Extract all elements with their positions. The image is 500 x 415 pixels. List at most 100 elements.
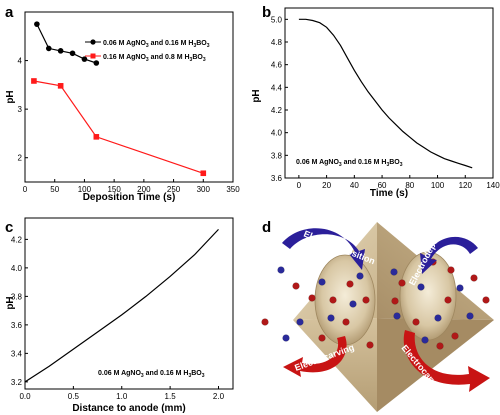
blue-ion-dot: [393, 312, 401, 320]
red-ion-dot: [391, 297, 399, 305]
x-tick-label: 100: [431, 181, 445, 190]
panel-c-y-ticks: 3.2 3.4 3.6 3.8 4.0 4.2: [11, 235, 28, 387]
panel-c: c 0.0 0.5 1.0 1.5 2.0 3.2 3.4 3.6 3.8 4.0 4.2 Dis…: [5, 217, 234, 414]
legend-marker-red: [90, 53, 96, 59]
x-tick-label: 100: [78, 185, 92, 194]
y-tick-label: 3.6: [271, 174, 283, 183]
blue-ion-dot: [282, 334, 290, 342]
x-tick-label: 150: [107, 185, 121, 194]
panel-b-xlabel: Time (s): [370, 188, 408, 199]
panel-c-letter: c: [5, 219, 13, 236]
red-ion-dot: [342, 318, 350, 326]
blue-ion-dot: [456, 284, 464, 292]
panel-a-series: [31, 21, 207, 177]
panel-c-series: [24, 228, 219, 383]
red-ion-dot: [398, 279, 406, 287]
panel-c-ylabel: pH: [5, 296, 16, 309]
y-tick-label: 4.2: [271, 106, 283, 115]
data-point: [69, 50, 76, 57]
ion-dots: [261, 258, 490, 350]
blue-ion-dot: [434, 314, 442, 322]
y-tick-label: 4: [18, 57, 23, 66]
y-tick-label: 4.0: [271, 129, 283, 138]
y-tick-label: 4.0: [11, 264, 23, 273]
x-tick-label: 50: [50, 185, 59, 194]
series-line-0: [36, 23, 97, 64]
blue-ion-dot: [296, 318, 304, 326]
legend-marker-black: [90, 39, 96, 45]
x-tick-label: 140: [486, 181, 500, 190]
x-tick-label: 350: [226, 185, 240, 194]
red-ion-dot: [362, 296, 370, 304]
red-ion-dot: [261, 318, 269, 326]
red-ion-dot: [292, 282, 300, 290]
x-tick-label: 250: [167, 185, 181, 194]
x-tick-label: 2.0: [213, 392, 225, 401]
x-tick-label: 0: [297, 181, 302, 190]
data-point: [34, 21, 40, 27]
red-ion-dot: [451, 332, 459, 340]
x-tick-label: 40: [350, 181, 359, 190]
y-tick-label: 4.8: [271, 38, 283, 47]
y-tick-label: 4.4: [271, 83, 283, 92]
panel-a-xlabel: Deposition Time (s): [83, 192, 176, 203]
blue-ion-dot: [390, 268, 398, 276]
data-point: [200, 170, 207, 177]
blue-ion-dot: [417, 283, 425, 291]
y-tick-label: 4.2: [11, 235, 23, 244]
red-ion-dot: [308, 294, 316, 302]
panel-c-x-ticks: 0.0 0.5 1.0 1.5 2.0: [19, 386, 225, 401]
panel-b-ylabel: pH: [251, 89, 262, 102]
y-tick-label: 3.6: [11, 321, 23, 330]
panel-a: a 0 50 100 150 200 250 300 350 2 3 4 Deposition T…: [5, 4, 240, 203]
panel-d: d: [261, 215, 494, 412]
red-ion-dot: [346, 280, 354, 288]
red-ion-dot: [470, 274, 478, 282]
series-line-0: [24, 228, 219, 383]
panel-b-y-ticks: 3.6 3.8 4.0 4.2 4.4 4.6 4.8 5.0: [271, 15, 288, 183]
series-line-1: [33, 80, 204, 174]
y-tick-label: 3.2: [11, 378, 23, 387]
x-tick-label: 120: [459, 181, 473, 190]
y-tick-label: 2: [18, 154, 23, 163]
panel-a-x-ticks: 0 50 100 150 200 250 300 350: [23, 179, 240, 194]
panel-b-series: [298, 18, 473, 169]
data-point: [93, 60, 100, 66]
electrodeposition-arrow-left: [282, 228, 365, 270]
panel-c-xlabel: Distance to anode (mm): [72, 403, 185, 414]
blue-ion-dot: [349, 300, 357, 308]
x-tick-label: 20: [322, 181, 331, 190]
x-tick-label: 200: [137, 185, 151, 194]
panel-b: b 0 20 40 60 80 100 120 140 3.6 3.8 4.0 4.2 4.4 4.6 4…: [251, 4, 500, 199]
red-ion-dot: [447, 266, 455, 274]
x-tick-label: 60: [378, 181, 387, 190]
x-tick-label: 300: [197, 185, 211, 194]
red-ion-dot: [412, 318, 420, 326]
blue-ion-dot: [277, 266, 285, 274]
blue-ion-dot: [327, 314, 335, 322]
blue-ion-dot: [356, 272, 364, 280]
red-ion-dot: [482, 296, 490, 304]
panel-a-frame: [24, 11, 234, 183]
electrocarving-arrow-right: [403, 330, 490, 392]
y-tick-label: 4.6: [271, 61, 283, 70]
electrodeposition-arrow-right: [420, 236, 478, 274]
blue-ion-dot: [466, 312, 474, 320]
panel-d-letter: d: [262, 219, 271, 236]
legend-label-black: 0.06 M AgNO3 and 0.16 M H3BO3: [103, 40, 210, 49]
y-tick-label: 3.8: [11, 292, 23, 301]
series-line-0: [298, 18, 473, 169]
y-tick-label: 3.4: [11, 349, 23, 358]
panel-a-y-ticks: 2 3 4: [18, 57, 28, 163]
panel-b-frame: [284, 7, 494, 179]
blue-ion-dot: [318, 278, 326, 286]
data-point: [57, 83, 64, 89]
data-point: [57, 48, 64, 54]
panel-c-annotation: 0.06 M AgNO3 and 0.16 M H3BO3: [98, 370, 205, 379]
data-point: [81, 56, 88, 62]
x-tick-label: 0.0: [19, 392, 31, 401]
legend-label-red: 0.16 M AgNO3 and 0.8 M H3BO3: [103, 54, 206, 63]
data-point: [31, 78, 37, 84]
y-tick-label: 3: [18, 105, 23, 114]
